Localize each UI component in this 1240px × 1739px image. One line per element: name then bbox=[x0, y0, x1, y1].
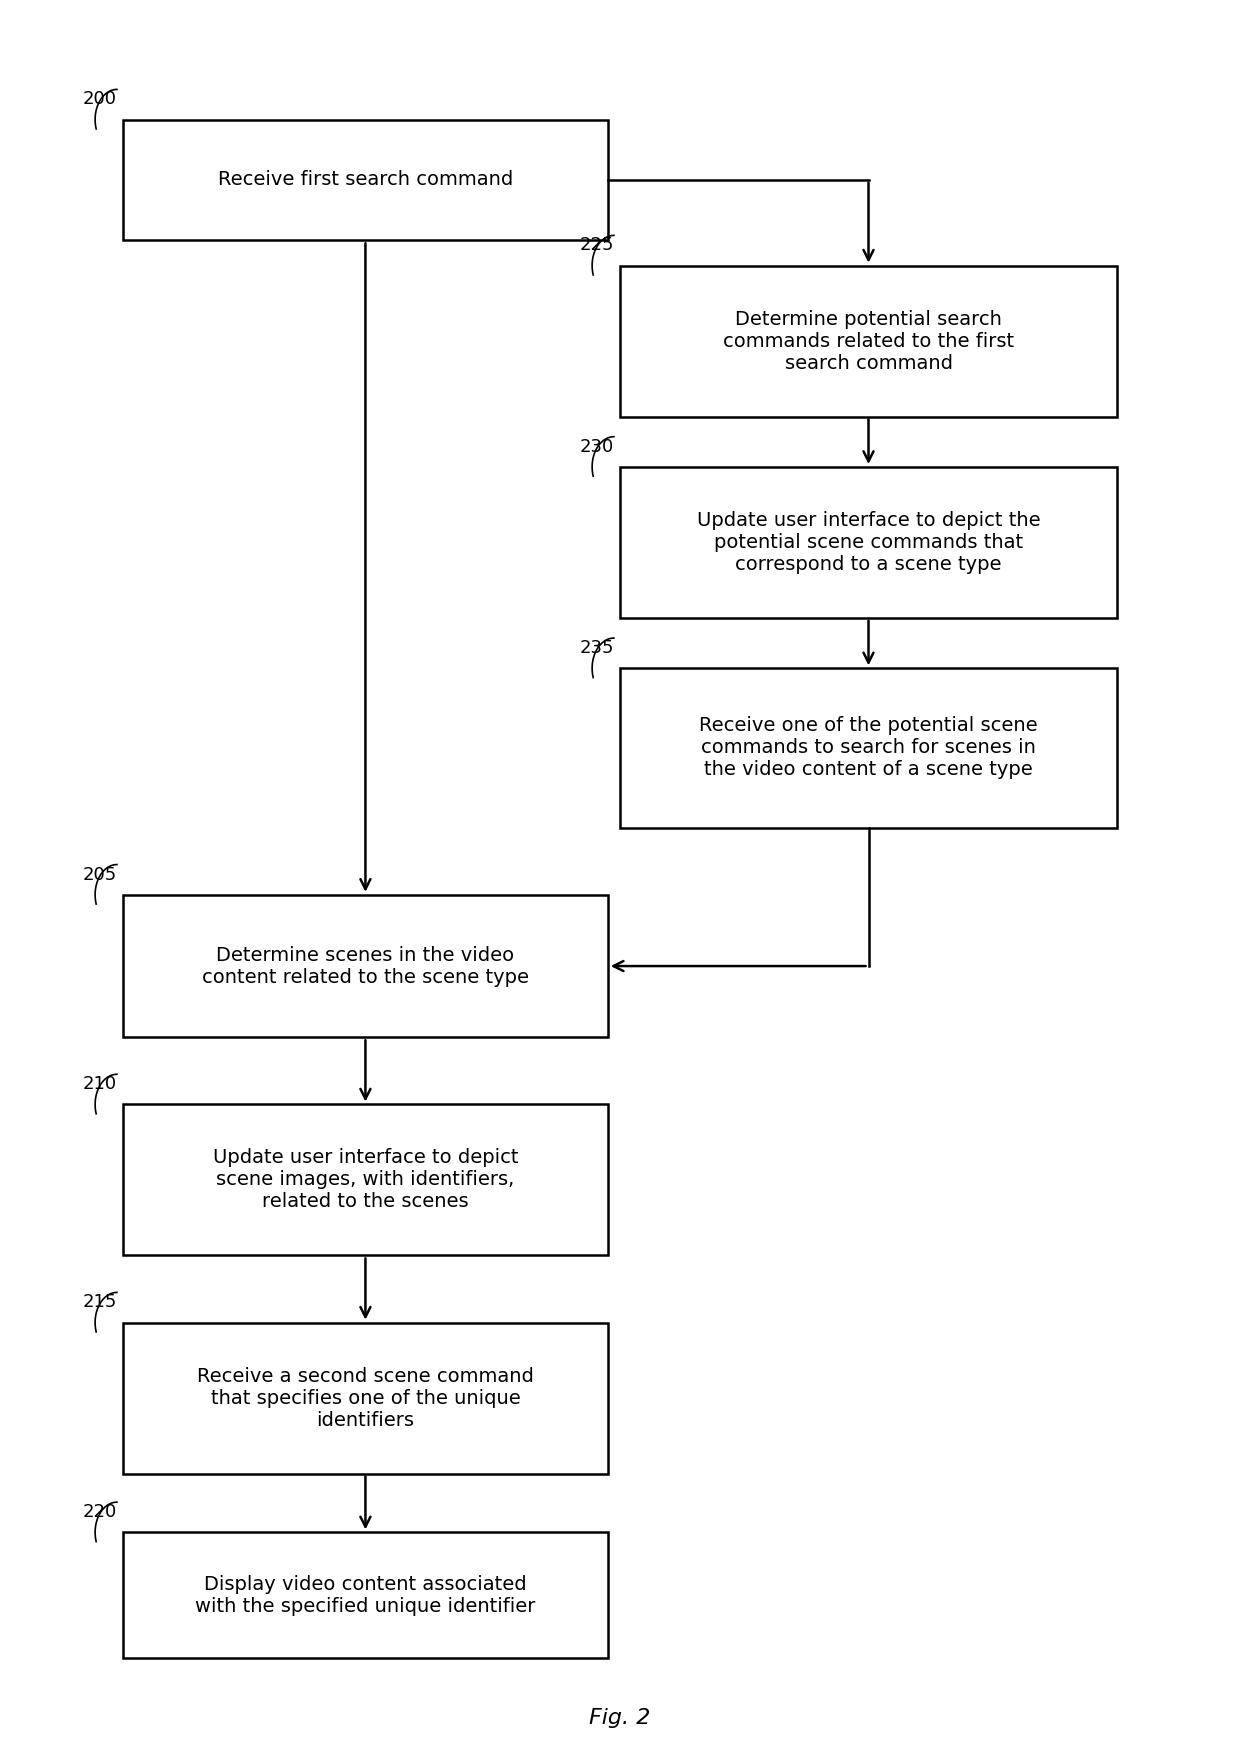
Bar bbox=[620, 668, 1117, 828]
Text: 235: 235 bbox=[579, 640, 614, 657]
Text: Fig. 2: Fig. 2 bbox=[589, 1708, 651, 1729]
Bar bbox=[123, 1532, 608, 1659]
Text: 220: 220 bbox=[83, 1502, 117, 1522]
Text: Update user interface to depict
scene images, with identifiers,
related to the s: Update user interface to depict scene im… bbox=[213, 1148, 518, 1212]
Text: Update user interface to depict the
potential scene commands that
correspond to : Update user interface to depict the pote… bbox=[697, 511, 1040, 574]
Text: Receive one of the potential scene
commands to search for scenes in
the video co: Receive one of the potential scene comma… bbox=[699, 716, 1038, 779]
Text: 215: 215 bbox=[83, 1294, 117, 1311]
Bar bbox=[620, 466, 1117, 617]
Bar bbox=[123, 1104, 608, 1256]
Text: 225: 225 bbox=[579, 237, 614, 254]
Bar bbox=[123, 120, 608, 240]
Bar bbox=[123, 896, 608, 1038]
Text: Receive a second scene command
that specifies one of the unique
identifiers: Receive a second scene command that spec… bbox=[197, 1367, 534, 1429]
Bar bbox=[123, 1323, 608, 1473]
Text: 230: 230 bbox=[579, 438, 614, 456]
Text: Determine potential search
commands related to the first
search command: Determine potential search commands rela… bbox=[723, 310, 1014, 372]
Text: 200: 200 bbox=[83, 90, 117, 108]
Bar bbox=[620, 266, 1117, 417]
Text: Receive first search command: Receive first search command bbox=[218, 170, 513, 190]
Text: 210: 210 bbox=[83, 1075, 117, 1094]
Text: Determine scenes in the video
content related to the scene type: Determine scenes in the video content re… bbox=[202, 946, 529, 986]
Text: Display video content associated
with the specified unique identifier: Display video content associated with th… bbox=[195, 1576, 536, 1616]
Text: 205: 205 bbox=[83, 866, 117, 883]
